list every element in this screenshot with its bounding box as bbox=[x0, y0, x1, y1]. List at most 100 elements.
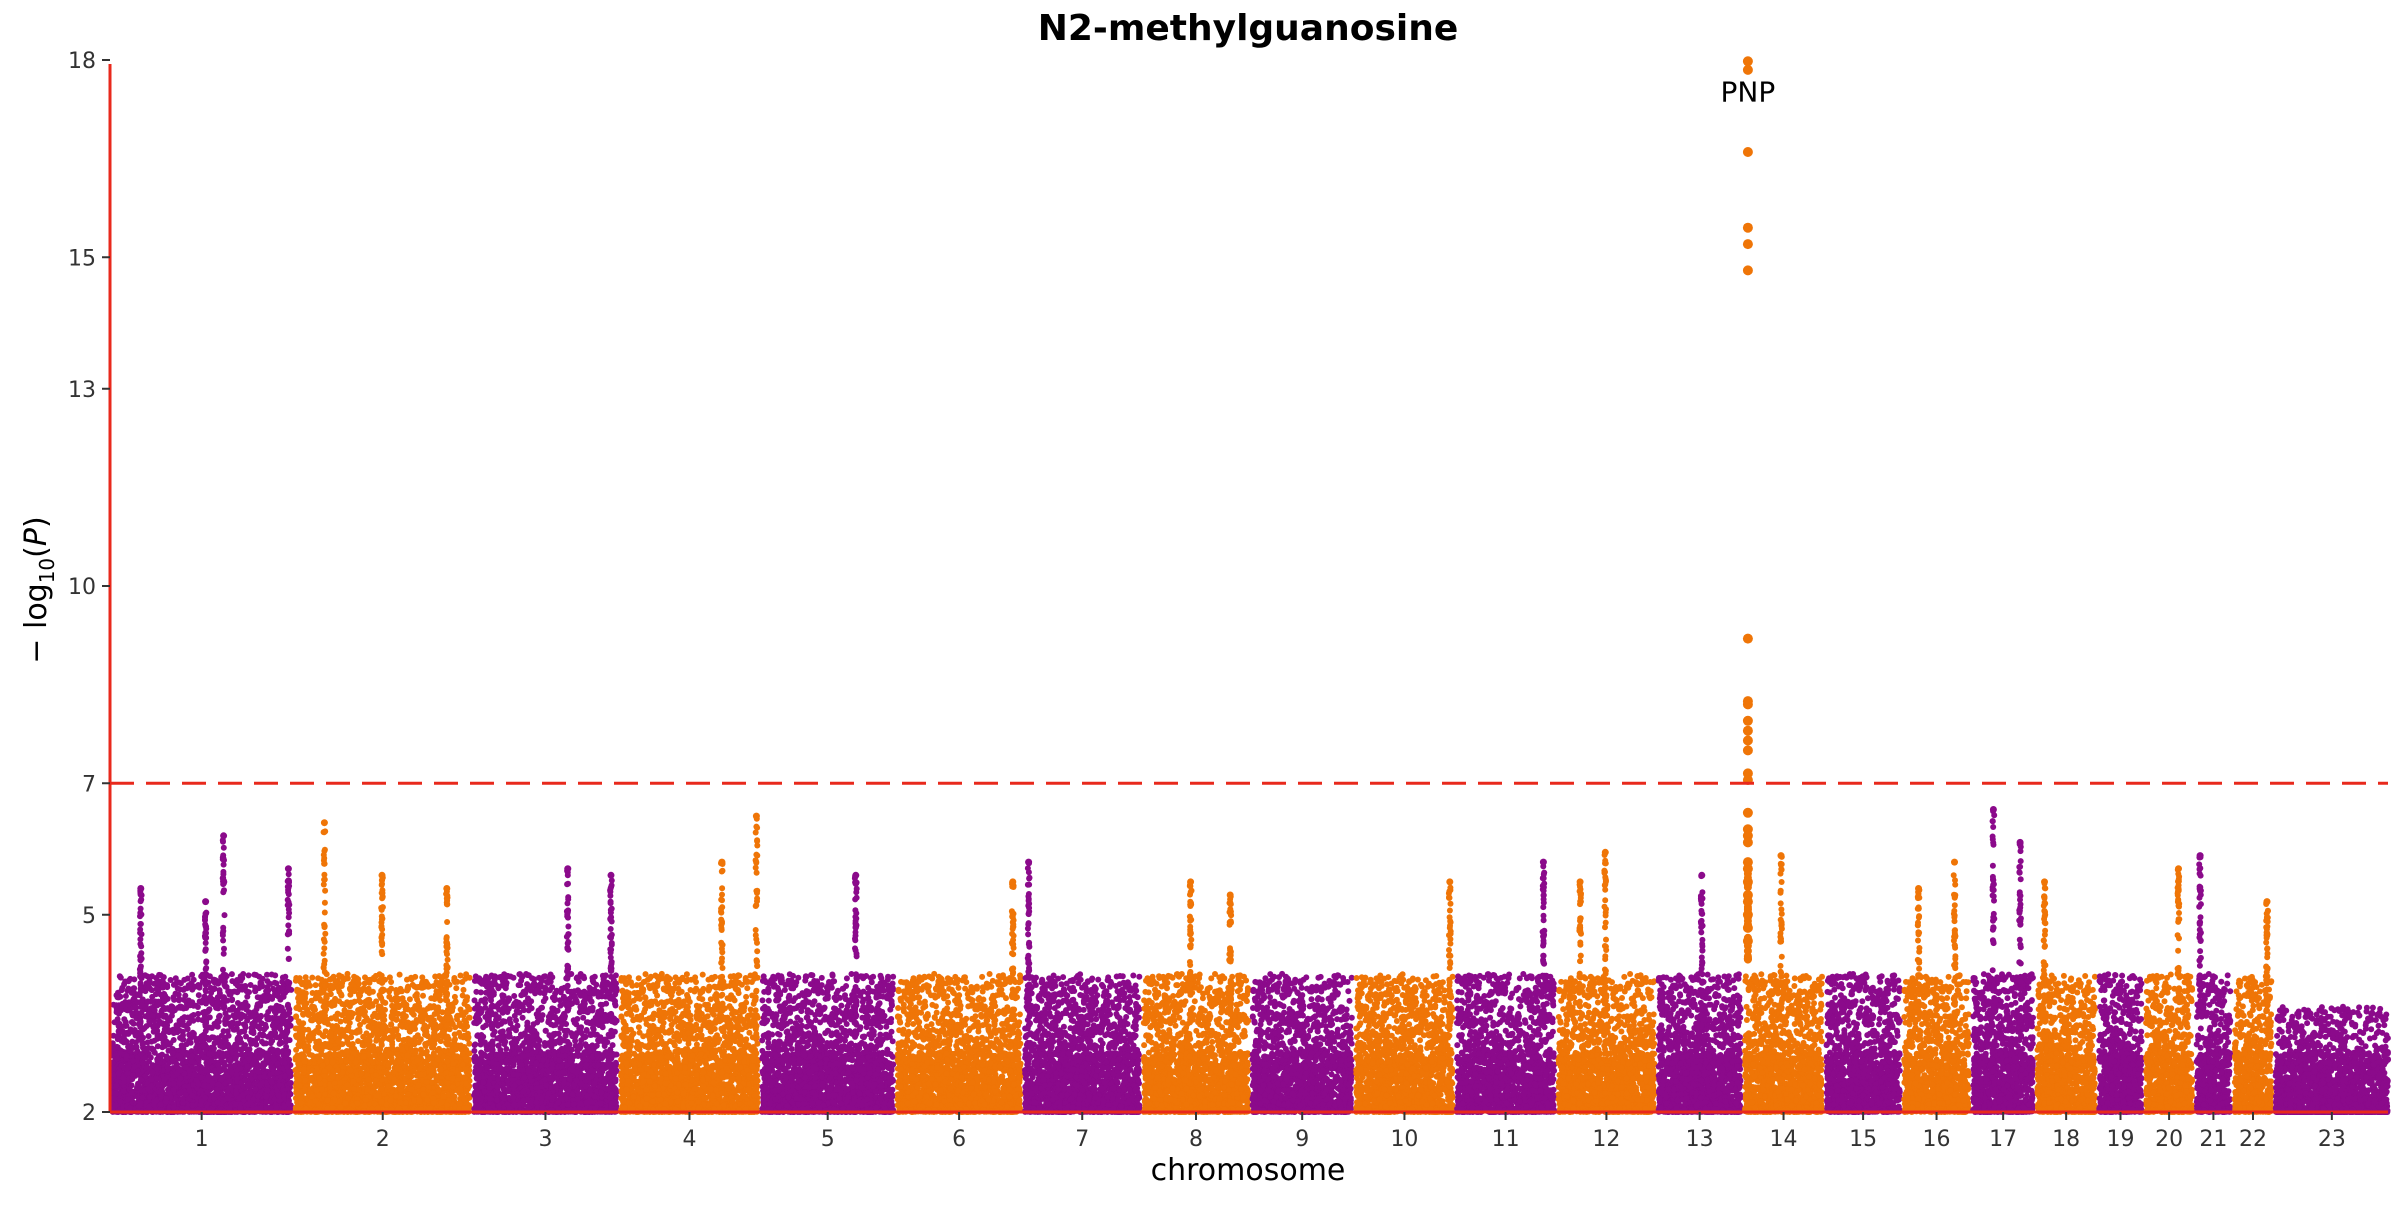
data-point bbox=[312, 982, 319, 989]
data-point bbox=[343, 975, 349, 982]
data-point bbox=[248, 1029, 255, 1036]
data-point bbox=[158, 1010, 165, 1016]
data-point bbox=[237, 1035, 244, 1042]
data-point bbox=[257, 1105, 264, 1112]
data-point bbox=[430, 983, 437, 989]
data-point bbox=[420, 992, 426, 999]
data-point bbox=[231, 1062, 238, 1069]
data-point bbox=[412, 992, 419, 999]
data-point bbox=[190, 976, 197, 983]
data-point bbox=[247, 982, 254, 988]
data-point bbox=[240, 1092, 246, 1098]
data-point bbox=[215, 1081, 222, 1088]
data-point bbox=[271, 1008, 278, 1015]
data-point bbox=[121, 1036, 128, 1043]
data-point bbox=[158, 1035, 165, 1042]
data-point bbox=[254, 1035, 261, 1042]
data-point bbox=[151, 1007, 158, 1014]
data-point bbox=[269, 1065, 276, 1072]
data-point bbox=[186, 1002, 192, 1009]
data-point bbox=[388, 1012, 395, 1019]
data-point bbox=[167, 977, 174, 983]
data-point bbox=[464, 1003, 471, 1010]
data-point bbox=[200, 1043, 207, 1050]
data-point bbox=[163, 1095, 170, 1102]
data-point bbox=[143, 1047, 150, 1054]
data-point bbox=[204, 1089, 211, 1096]
data-point bbox=[226, 1105, 233, 1112]
data-point bbox=[335, 1038, 342, 1045]
data-point bbox=[247, 1051, 254, 1058]
data-point bbox=[300, 1011, 307, 1018]
data-point bbox=[328, 1030, 334, 1037]
data-point bbox=[164, 1055, 170, 1062]
data-point bbox=[195, 992, 202, 999]
data-point bbox=[436, 981, 443, 988]
data-point bbox=[293, 1034, 300, 1041]
data-point bbox=[466, 1040, 473, 1047]
data-point bbox=[267, 1105, 274, 1111]
data-point bbox=[281, 1072, 288, 1079]
data-point bbox=[244, 1101, 251, 1108]
data-point bbox=[348, 981, 355, 988]
data-point bbox=[388, 1021, 395, 1028]
data-point bbox=[302, 1002, 308, 1009]
data-point bbox=[191, 1071, 198, 1078]
data-point bbox=[172, 990, 179, 997]
data-point bbox=[266, 1015, 273, 1021]
data-point bbox=[122, 978, 129, 985]
data-point bbox=[113, 1082, 120, 1089]
data-point bbox=[296, 1006, 303, 1013]
data-point bbox=[262, 994, 269, 1001]
data-point bbox=[271, 979, 278, 986]
data-point bbox=[435, 1004, 442, 1011]
chromosome-1-points bbox=[109, 971, 295, 1115]
data-point bbox=[332, 1013, 339, 1020]
data-point bbox=[208, 989, 215, 996]
data-point bbox=[122, 993, 129, 999]
data-point bbox=[145, 980, 152, 987]
data-point bbox=[234, 1075, 241, 1082]
data-point bbox=[153, 975, 160, 981]
data-point bbox=[361, 1012, 368, 1019]
data-point bbox=[122, 1019, 129, 1026]
data-point bbox=[264, 1033, 271, 1040]
data-point bbox=[193, 1036, 200, 1042]
data-point bbox=[157, 1101, 164, 1108]
data-point bbox=[193, 1065, 200, 1072]
data-point bbox=[436, 1015, 443, 1021]
data-point bbox=[432, 973, 439, 980]
data-point bbox=[134, 1068, 141, 1075]
data-point bbox=[284, 1028, 291, 1035]
data-point bbox=[143, 1064, 150, 1071]
data-point bbox=[167, 1040, 174, 1047]
data-point bbox=[372, 972, 379, 979]
data-point bbox=[338, 983, 345, 989]
data-point bbox=[219, 1053, 226, 1060]
data-point bbox=[268, 1078, 275, 1085]
data-point bbox=[254, 1001, 261, 1008]
data-point bbox=[153, 1027, 160, 1034]
data-point bbox=[366, 1004, 373, 1010]
data-point bbox=[463, 971, 470, 978]
data-point bbox=[148, 987, 155, 994]
data-point bbox=[431, 1040, 438, 1047]
data-point bbox=[172, 975, 179, 982]
data-point bbox=[256, 1082, 263, 1089]
data-point bbox=[170, 1030, 177, 1036]
data-point bbox=[261, 1073, 268, 1080]
data-point bbox=[270, 985, 277, 992]
data-point bbox=[253, 972, 260, 978]
data-point bbox=[237, 1014, 243, 1020]
data-point bbox=[123, 1053, 130, 1059]
data-point bbox=[130, 1020, 137, 1027]
data-point bbox=[378, 1042, 385, 1049]
data-point bbox=[148, 1076, 155, 1083]
data-point bbox=[179, 1036, 186, 1043]
data-point bbox=[430, 1033, 437, 1039]
data-point bbox=[127, 1026, 134, 1033]
data-point bbox=[166, 1081, 172, 1088]
data-point bbox=[159, 1051, 165, 1058]
